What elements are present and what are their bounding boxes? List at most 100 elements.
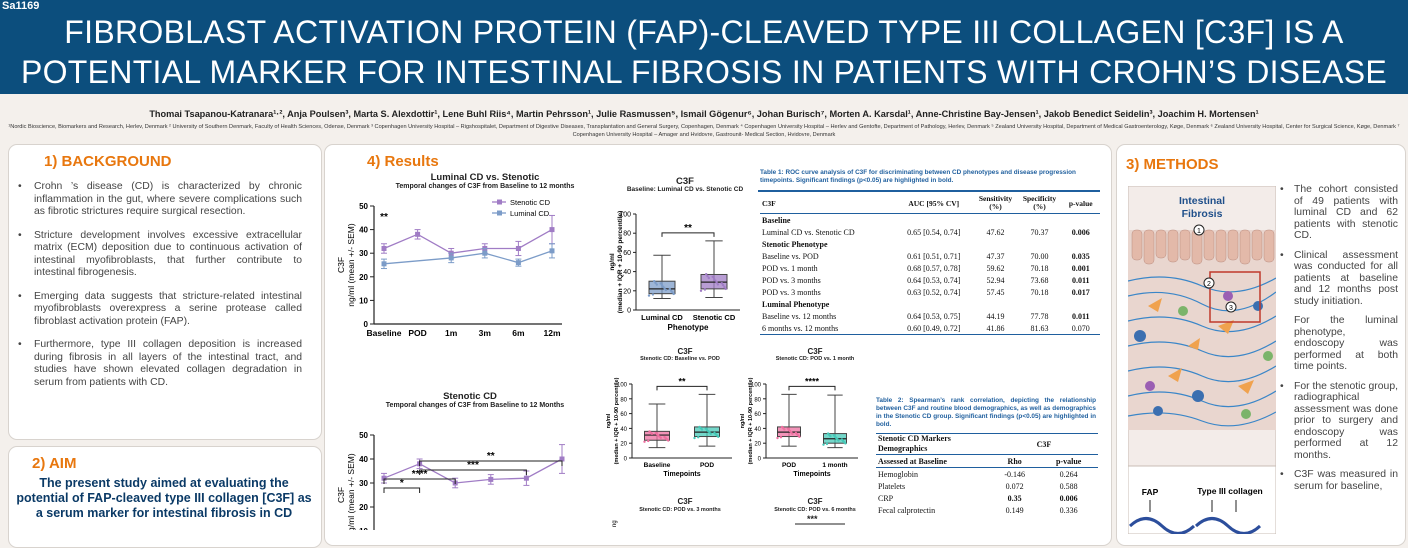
row-value: 0.64 [0.53, 0.74] xyxy=(907,275,961,285)
row-value: 70.37 xyxy=(1030,227,1049,237)
y-tick-label: 30 xyxy=(359,479,368,488)
table-section-row: Luminal Phenotype xyxy=(760,298,1100,310)
data-point xyxy=(716,283,720,286)
methods-bullet: The cohort consisted of 49 patients with… xyxy=(1280,184,1398,242)
significance-bracket xyxy=(788,385,836,391)
row-value xyxy=(1061,298,1100,310)
fig-fap: FAP xyxy=(1142,487,1159,497)
box xyxy=(644,430,670,441)
y-tick-label: 100 xyxy=(617,383,628,389)
y-tick-label: 0 xyxy=(627,308,631,315)
significance-label: ** xyxy=(487,451,495,462)
data-point xyxy=(663,287,666,290)
box4-title: C3F xyxy=(677,497,693,506)
box-chart-phenotype: 0 20 40 60 80 100 Luminal CD Stenotic CDPhenoty… xyxy=(609,211,740,332)
chart1-title: Luminal CD vs. Stenotic xyxy=(430,172,540,183)
line-chart-stenotic: 01020304050BaselinePOD1m3m6m12mC3Fng/ml … xyxy=(336,431,565,530)
series-line xyxy=(383,458,563,484)
box5-axis-stub xyxy=(795,523,845,525)
row-value: 52.94 xyxy=(986,275,1005,285)
data-point xyxy=(664,288,668,292)
data-point xyxy=(776,436,779,440)
t1-header: Sensitivity (%) xyxy=(978,194,1013,211)
chart1-subtitle: Temporal changes of C3F from Baseline to… xyxy=(395,183,575,190)
data-point xyxy=(515,245,521,251)
row-value: -0.146 xyxy=(1004,469,1025,479)
table-row: POD vs. 3 months 0.63 [0.52, 0.74] 57.45 70… xyxy=(760,286,1100,298)
y-tick-label: 50 xyxy=(359,431,368,440)
row-value: 41.86 xyxy=(986,323,1005,333)
title-line-1: FIBROBLAST ACTIVATION PROTEIN (FAP)-CLEA… xyxy=(64,14,1344,50)
data-point xyxy=(672,292,675,296)
aim-text: The present study aimed at evaluating th… xyxy=(16,476,312,520)
box1-title: C3F xyxy=(676,176,694,187)
aim-title: 2) AIM xyxy=(32,455,77,472)
y-axis-label: ng/ml (mean +/- SEM) xyxy=(346,453,356,530)
data-point xyxy=(515,260,521,266)
chart2-subtitle: Temporal changes of C3F from Baseline to… xyxy=(385,402,565,409)
data-point xyxy=(488,476,494,482)
y-tick-label: 20 xyxy=(754,442,761,448)
row-label: CRP xyxy=(878,493,894,503)
data-point xyxy=(704,427,707,430)
data-point xyxy=(794,431,798,435)
row-value: 0.001 xyxy=(1071,263,1090,273)
row-label: Baseline vs. 12 months xyxy=(762,311,837,321)
background-bullet: Emerging data suggests that stricture-re… xyxy=(18,291,302,329)
data-point xyxy=(662,285,665,288)
y-tick-label: 20 xyxy=(623,288,631,295)
row-value: 0.149 xyxy=(1005,505,1024,515)
data-point xyxy=(714,279,717,282)
row-label: Fecal calprotectin xyxy=(878,505,936,515)
table1-caption: Table 1: ROC curve analysis of C3F for d… xyxy=(760,169,1076,184)
row-label: Luminal Phenotype xyxy=(762,299,830,309)
table-row: Baseline vs. 12 months 0.64 [0.53, 0.75] 4… xyxy=(760,310,1100,322)
y-tick-label: 40 xyxy=(359,226,368,235)
row-value: 59.62 xyxy=(986,263,1005,273)
y-tick-label: 20 xyxy=(359,273,368,282)
methods-bullet: For the stenotic group, radiographical a… xyxy=(1280,381,1398,462)
data-point xyxy=(786,427,790,430)
line-chart-luminal-vs-stenotic: 0 10 20 30 40 50 Baseline POD 1m 3m 6m 12m C3F ng/ml … xyxy=(336,198,562,338)
x-tick-label: 3m xyxy=(479,328,492,338)
row-label: POD vs. 3 months xyxy=(762,275,821,285)
data-point xyxy=(840,438,844,441)
row-value: 70.18 xyxy=(1030,263,1049,273)
data-point xyxy=(654,431,657,435)
row-value: 0.070 xyxy=(1071,323,1090,333)
row-label: Stenotic Phenotype xyxy=(762,239,828,249)
y-tick-label: 40 xyxy=(359,455,368,464)
x-tick-label: Baseline xyxy=(644,462,671,469)
row-value: 81.63 xyxy=(1030,323,1049,333)
y-tick-label: 10 xyxy=(359,527,368,530)
data-point xyxy=(415,231,421,237)
data-point xyxy=(832,434,836,437)
x-tick-label: 1m xyxy=(445,328,458,338)
data-point xyxy=(825,442,829,446)
row-value: 57.45 xyxy=(986,287,1005,297)
y-tick-label: 80 xyxy=(623,231,631,238)
box xyxy=(648,280,676,295)
x-tick-label: 12m xyxy=(543,328,560,338)
row-value: 44.19 xyxy=(986,311,1005,321)
x-axis-label: Timepoints xyxy=(663,471,700,478)
row-value: 77.78 xyxy=(1030,311,1049,321)
significance-label: ** xyxy=(380,212,388,223)
y-tick-label: 100 xyxy=(751,383,762,389)
row-value: 0.68 [0.57, 0.78] xyxy=(907,263,961,273)
x-tick-label: Baseline xyxy=(367,328,402,338)
y-tick-label: 40 xyxy=(620,427,627,433)
row-value: 70.00 xyxy=(1030,251,1049,261)
data-point xyxy=(381,261,387,267)
row-value: 0.61 [0.51, 0.71] xyxy=(907,251,961,261)
box-chart-pod-1month: 0 20 40 60 80 100 POD 1 month Timepoints ng/ml (me… xyxy=(740,376,858,478)
data-point xyxy=(381,475,387,481)
data-point xyxy=(707,276,710,280)
background-bullet: Crohn ’s disease (CD) is characterized b… xyxy=(18,181,302,219)
data-point xyxy=(720,281,723,285)
row-label: 6 months vs. 12 months xyxy=(762,323,839,333)
background-bullet: Stricture development involves excessive… xyxy=(18,230,302,280)
data-point xyxy=(648,430,651,433)
y-axis-label: ng/ml (mean +/- SEM) xyxy=(346,223,356,307)
row-value xyxy=(973,238,1017,250)
